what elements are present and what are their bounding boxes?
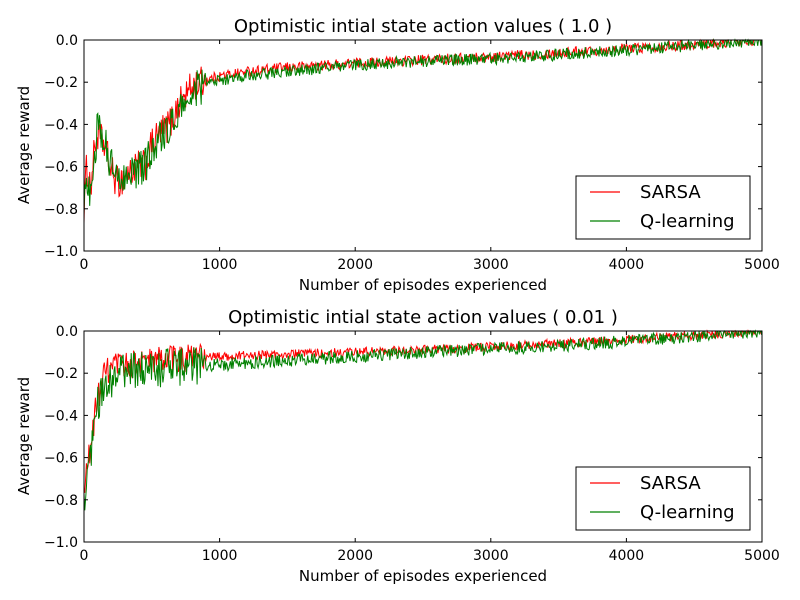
series-line-q-learning (83, 329, 763, 511)
legend-label-sarsa: SARSA (640, 182, 701, 203)
y-tick-label: −0.6 (44, 160, 78, 176)
legend-box (575, 175, 751, 240)
y-tick-label: −0.6 (44, 451, 78, 467)
legend-box (575, 466, 751, 531)
x-tick-label: 5000 (744, 257, 780, 273)
legend: SARSA Q-learning (575, 466, 751, 531)
plot-lines (83, 38, 763, 224)
x-tick-label: 5000 (744, 548, 780, 564)
chart-title: Optimistic intial state action values ( … (228, 307, 618, 328)
axis-ticks: 0 1000 2000 3000 4000 5000 −1.0 −0.8 −0.6 −0.4 −0.… (44, 33, 780, 273)
y-tick-label: 0.0 (56, 33, 78, 49)
x-axis-label: Number of episodes experienced (299, 276, 547, 294)
x-tick-label: 0 (80, 548, 89, 564)
y-tick-label: −0.4 (44, 117, 78, 133)
x-tick-label: 3000 (473, 257, 509, 273)
x-axis-label: Number of episodes experienced (299, 567, 547, 585)
axis-ticks: 0 1000 2000 3000 4000 5000 −1.0 −0.8 −0.6 −0.4 −0.… (44, 324, 780, 564)
y-tick-label: −0.2 (44, 75, 78, 91)
series-line-q-learning (83, 38, 763, 215)
chart-bottom: Optimistic intial state action values ( … (15, 307, 780, 585)
y-tick-label: −0.8 (44, 202, 78, 218)
legend-label-q-learning: Q-learning (640, 211, 735, 232)
x-tick-label: 2000 (337, 548, 373, 564)
y-tick-label: −1.0 (44, 535, 78, 551)
plot-frame (83, 330, 763, 543)
x-tick-label: 4000 (609, 257, 645, 273)
y-tick-label: −0.8 (44, 493, 78, 509)
plot-lines (83, 329, 763, 511)
y-axis-label: Average reward (15, 377, 33, 495)
x-tick-label: 1000 (202, 257, 238, 273)
legend: SARSA Q-learning (575, 175, 751, 240)
x-tick-label: 2000 (337, 257, 373, 273)
y-axis-label: Average reward (15, 86, 33, 204)
y-tick-label: −1.0 (44, 244, 78, 260)
legend-label-q-learning: Q-learning (640, 502, 735, 523)
chart-title: Optimistic intial state action values ( … (234, 16, 612, 37)
plot-frame (83, 39, 763, 252)
y-tick-label: 0.0 (56, 324, 78, 340)
legend-label-sarsa: SARSA (640, 473, 701, 494)
chart-top: Optimistic intial state action values ( … (15, 16, 780, 294)
x-tick-label: 4000 (609, 548, 645, 564)
y-tick-label: −0.2 (44, 366, 78, 382)
x-tick-label: 0 (80, 257, 89, 273)
y-tick-label: −0.4 (44, 408, 78, 424)
x-tick-label: 3000 (473, 548, 509, 564)
x-tick-label: 1000 (202, 548, 238, 564)
